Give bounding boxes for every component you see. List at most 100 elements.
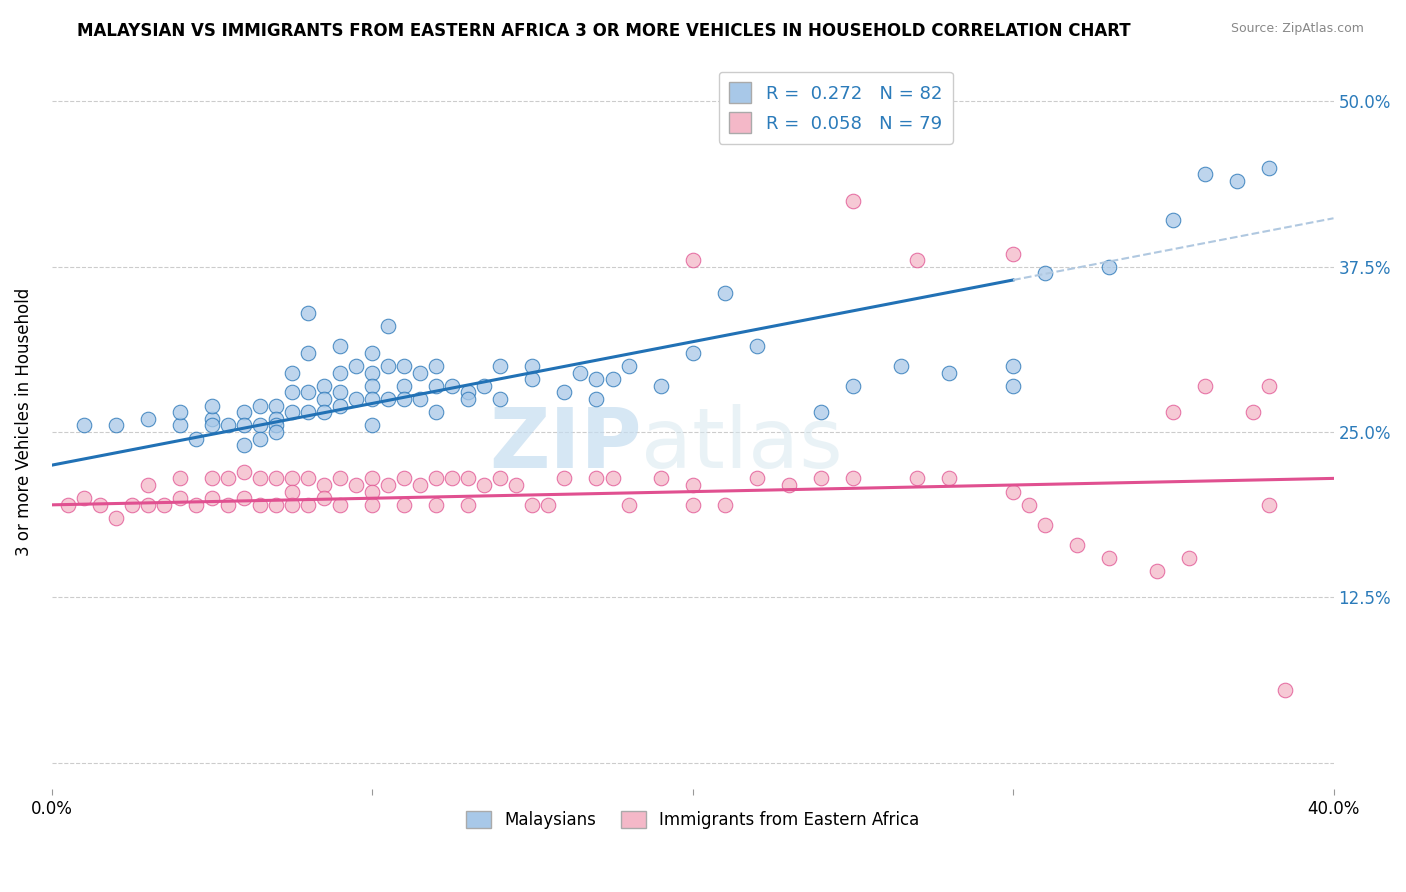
Point [394,498,416,512]
Point [938,366,960,380]
Point [344,392,367,406]
Point [1161,213,1184,227]
Point [585,471,607,485]
Point [264,412,287,426]
Point [377,392,399,406]
Point [249,418,271,433]
Point [169,471,191,485]
Point [217,498,239,512]
Point [314,392,336,406]
Point [329,366,352,380]
Point [522,498,544,512]
Text: MALAYSIAN VS IMMIGRANTS FROM EASTERN AFRICA 3 OR MORE VEHICLES IN HOUSEHOLD CORR: MALAYSIAN VS IMMIGRANTS FROM EASTERN AFR… [77,22,1130,40]
Point [344,359,367,373]
Point [249,432,271,446]
Point [1018,498,1040,512]
Point [56,498,79,512]
Point [297,306,319,320]
Point [569,366,592,380]
Point [1146,564,1168,578]
Point [1194,167,1216,181]
Point [169,418,191,433]
Point [217,471,239,485]
Text: atlas: atlas [641,404,844,484]
Point [314,478,336,492]
Point [314,379,336,393]
Point [264,425,287,439]
Point [361,484,384,499]
Point [184,498,207,512]
Point [425,359,447,373]
Point [281,484,304,499]
Point [281,405,304,419]
Point [585,372,607,386]
Point [184,432,207,446]
Point [457,471,479,485]
Point [314,405,336,419]
Point [297,498,319,512]
Point [810,405,832,419]
Point [361,418,384,433]
Point [1258,379,1281,393]
Point [425,379,447,393]
Point [233,418,256,433]
Point [329,399,352,413]
Point [1161,405,1184,419]
Point [457,385,479,400]
Point [905,471,928,485]
Point [457,498,479,512]
Point [201,399,224,413]
Point [394,359,416,373]
Point [233,405,256,419]
Point [472,379,495,393]
Point [425,405,447,419]
Point [281,498,304,512]
Point [1066,537,1088,551]
Point [1178,550,1201,565]
Point [104,418,127,433]
Point [136,478,159,492]
Point [1098,550,1121,565]
Point [425,498,447,512]
Point [409,478,432,492]
Text: Source: ZipAtlas.com: Source: ZipAtlas.com [1230,22,1364,36]
Point [842,379,865,393]
Point [169,491,191,506]
Point [1226,174,1249,188]
Point [713,498,735,512]
Point [361,471,384,485]
Point [1033,517,1056,532]
Point [394,392,416,406]
Point [602,372,624,386]
Point [264,399,287,413]
Point [104,511,127,525]
Point [617,359,640,373]
Point [409,392,432,406]
Point [329,498,352,512]
Point [553,471,575,485]
Point [522,359,544,373]
Point [553,385,575,400]
Point [249,399,271,413]
Point [842,471,865,485]
Point [650,471,672,485]
Point [153,498,176,512]
Point [522,372,544,386]
Point [264,471,287,485]
Point [938,471,960,485]
Point [264,418,287,433]
Point [249,471,271,485]
Point [281,366,304,380]
Point [361,379,384,393]
Point [136,498,159,512]
Point [89,498,111,512]
Point [745,471,768,485]
Point [537,498,560,512]
Point [329,471,352,485]
Point [602,471,624,485]
Point [745,339,768,353]
Point [1002,484,1025,499]
Point [377,478,399,492]
Point [585,392,607,406]
Point [249,498,271,512]
